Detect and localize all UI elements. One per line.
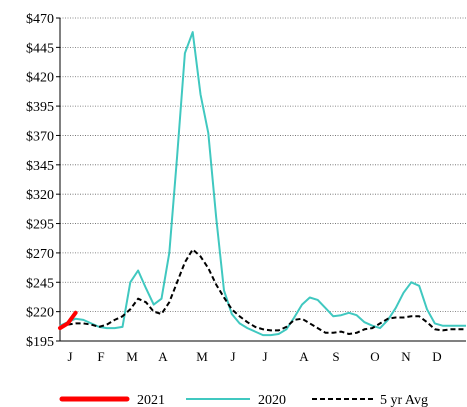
y-tick-label: $245: [26, 276, 54, 291]
legend-label: 5 yr Avg: [380, 393, 428, 407]
x-tick-label: J: [67, 349, 72, 364]
grid-lines: [60, 17, 466, 313]
y-tick-label: $470: [26, 12, 54, 27]
x-tick-label: M: [196, 349, 208, 364]
y-tick-label: $220: [26, 306, 54, 321]
series-line-2020: [59, 31, 466, 337]
x-tick-label: A: [158, 349, 168, 364]
x-tick-label: S: [332, 349, 339, 364]
x-tick-label: N: [401, 349, 411, 364]
x-tick-label: J: [262, 349, 267, 364]
y-tick-label: $320: [26, 188, 54, 203]
y-tick-label: $270: [26, 247, 54, 262]
series-line-5-yr-avg: [59, 248, 466, 335]
y-tick-label: $345: [26, 159, 54, 174]
x-tick-label: D: [432, 349, 441, 364]
series-lines: [58, 31, 466, 337]
legend: 2021 2020 5 yr Avg: [59, 393, 428, 407]
series-line-2021: [58, 310, 78, 331]
x-tick-label: J: [230, 349, 235, 364]
y-tick-label: $395: [26, 100, 54, 115]
legend-label: 2021: [137, 393, 165, 407]
y-tick-label: $370: [26, 129, 54, 144]
y-tick-label: $195: [26, 335, 54, 350]
y-tick-label: $420: [26, 71, 54, 86]
x-tick-label: O: [370, 349, 379, 364]
y-axis-ticks: $470 $445 $420 $395 $370 $345 $320 $295 $270 $245…: [26, 12, 60, 350]
x-tick-label: M: [126, 349, 138, 364]
x-tick-label: A: [299, 349, 309, 364]
y-tick-label: $445: [26, 41, 54, 56]
x-tick-label: F: [97, 349, 104, 364]
legend-label: 2020: [258, 393, 286, 407]
y-tick-label: $295: [26, 218, 54, 233]
